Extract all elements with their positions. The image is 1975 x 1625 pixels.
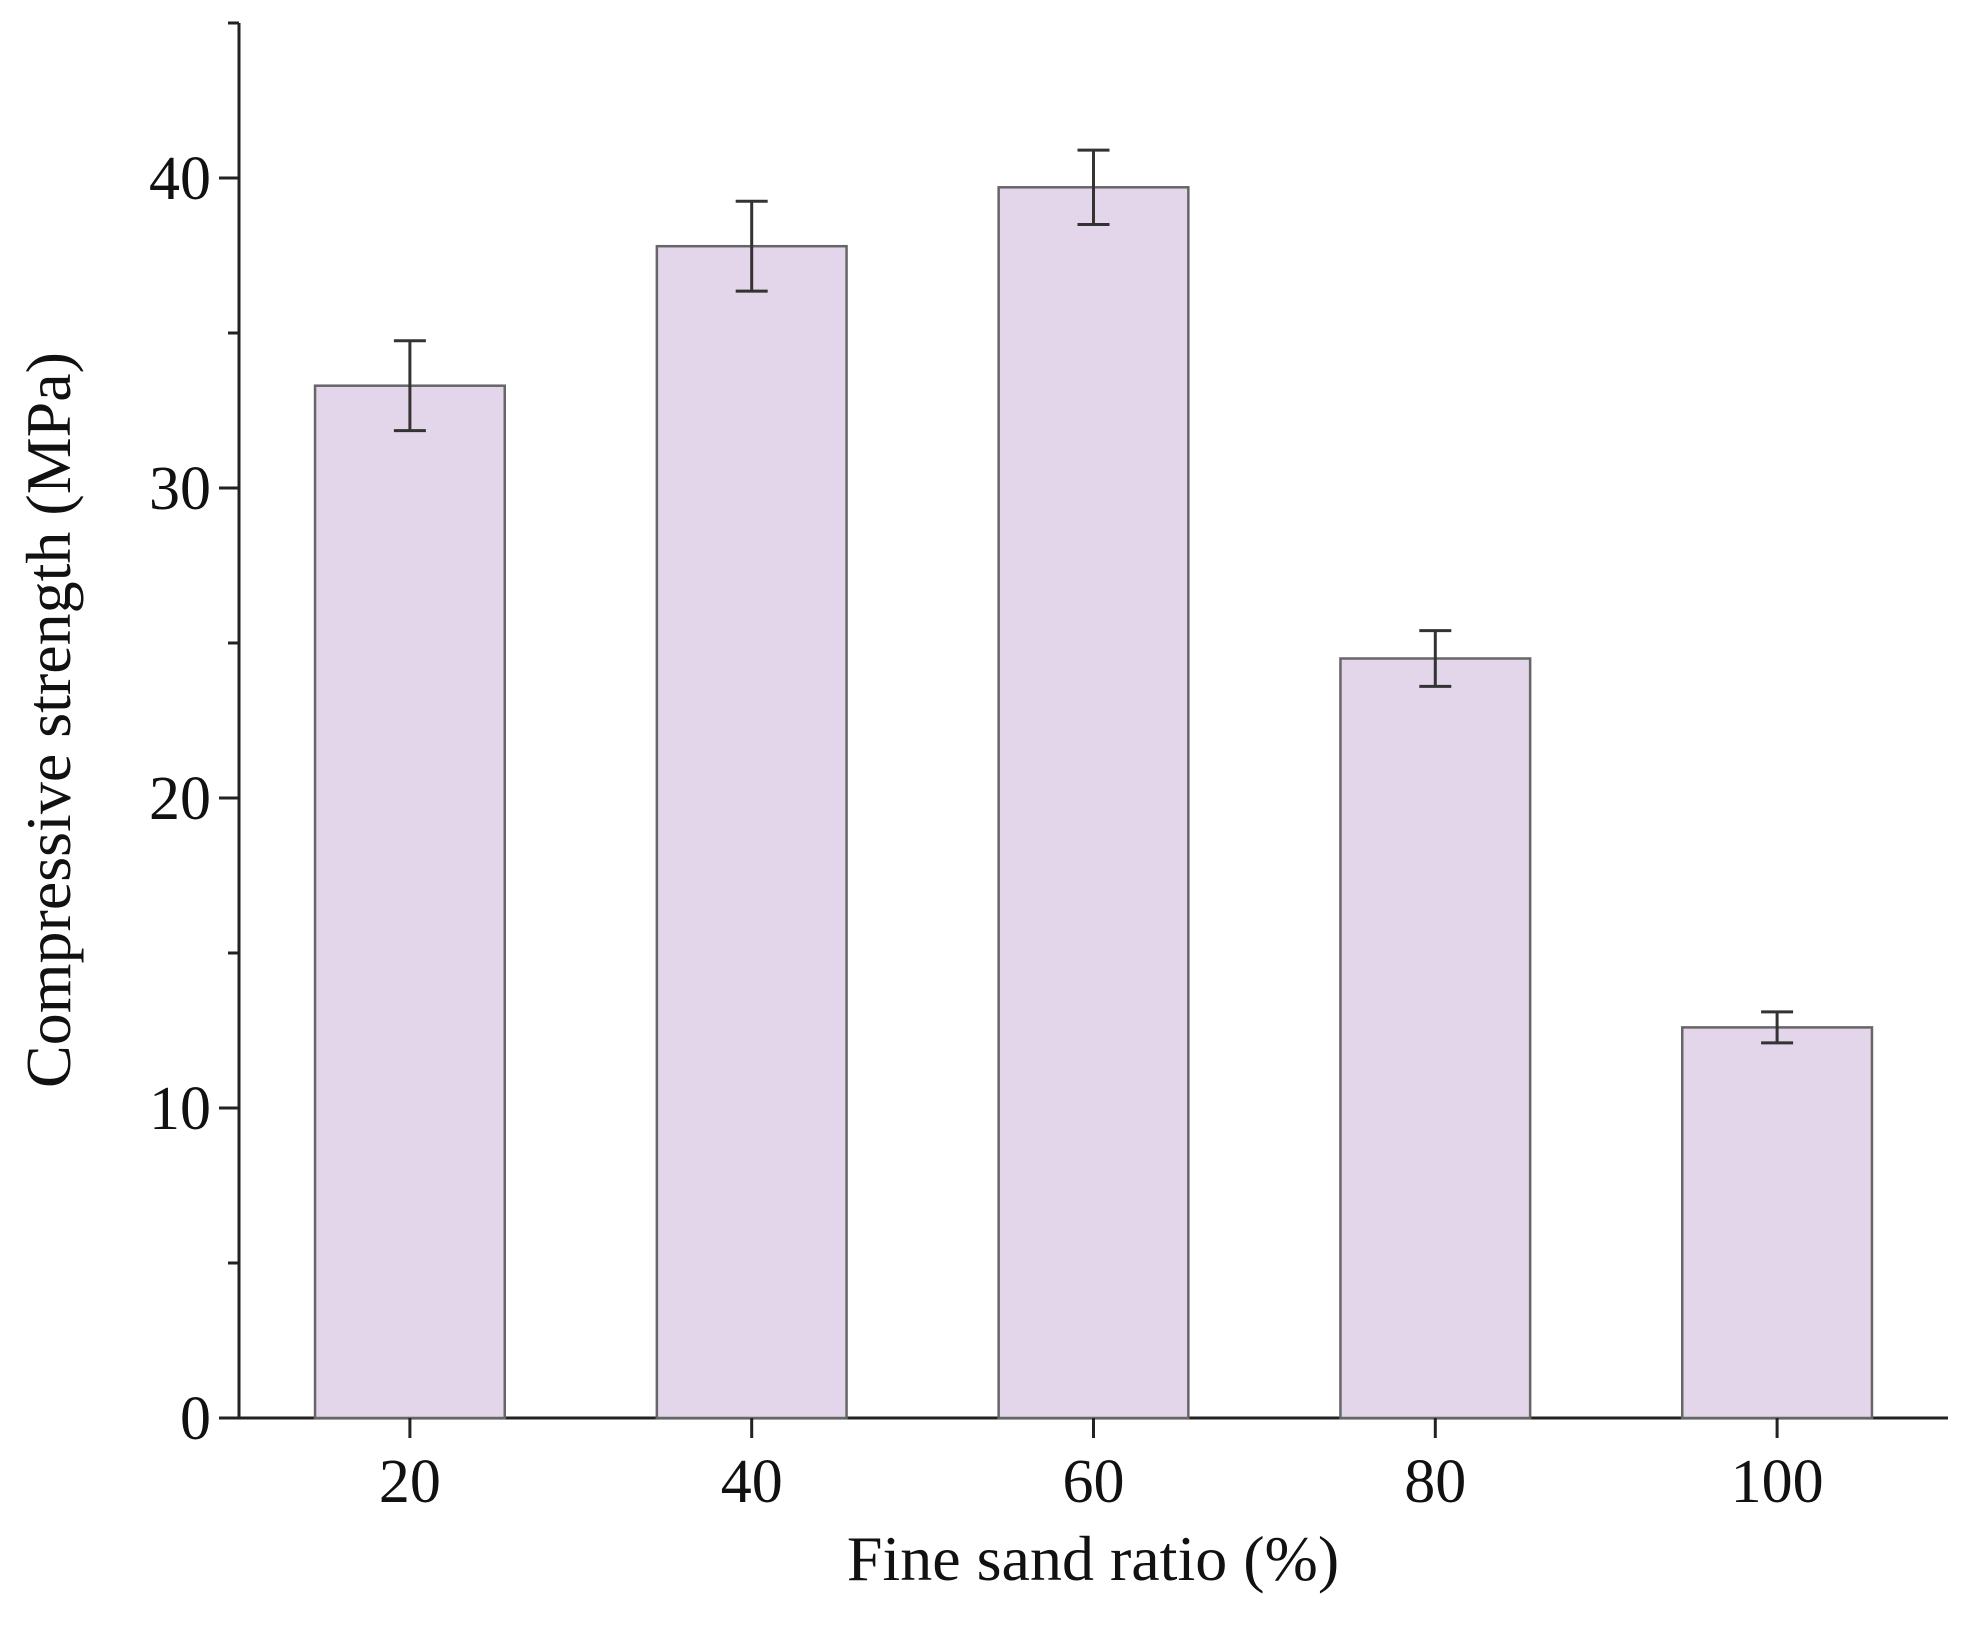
error-bar: [1077, 148, 1110, 226]
x-tick-label: 20: [379, 1448, 441, 1516]
error-bar: [1761, 1010, 1794, 1045]
x-tick-label: 100: [1731, 1448, 1824, 1516]
x-axis-title: Fine sand ratio (%): [847, 1523, 1339, 1594]
bar: [997, 186, 1190, 1420]
x-tick-label: 80: [1404, 1448, 1466, 1516]
y-tick-label: 30: [149, 455, 211, 523]
y-tick-label: 20: [149, 765, 211, 833]
bar: [655, 244, 848, 1420]
x-tick-label: 40: [721, 1448, 783, 1516]
y-axis-title: Compressive strength (MPa): [13, 352, 84, 1088]
bar: [313, 384, 506, 1420]
error-bar: [1419, 629, 1452, 688]
bar: [1681, 1026, 1874, 1420]
y-tick-label: 0: [180, 1385, 211, 1453]
bar: [1339, 657, 1532, 1420]
error-bar: [393, 339, 426, 433]
x-tick-label: 60: [1063, 1448, 1125, 1516]
error-bar: [735, 199, 768, 293]
y-tick-label: 40: [149, 145, 211, 213]
y-tick-label: 10: [149, 1075, 211, 1143]
